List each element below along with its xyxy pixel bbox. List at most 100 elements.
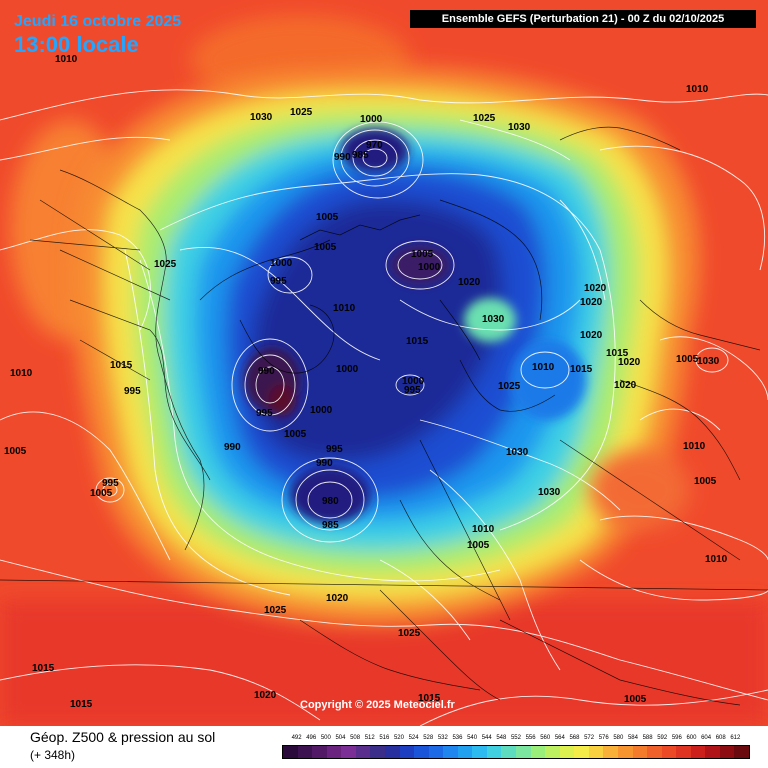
pressure-label: 995 (404, 385, 421, 396)
pressure-label: 1010 (10, 368, 33, 379)
pressure-label: 1005 (90, 488, 113, 499)
scale-swatch (617, 746, 633, 758)
pressure-label: 995 (124, 386, 141, 397)
pressure-label: 1005 (694, 476, 717, 487)
pressure-label: 1010 (683, 441, 706, 452)
pressure-label: 990 (334, 152, 351, 163)
pressure-label: 995 (270, 276, 287, 287)
pressure-label: 1010 (532, 362, 555, 373)
z500-fill (71, 67, 700, 627)
pressure-label: 1015 (606, 348, 629, 359)
pressure-label: 1020 (326, 593, 349, 604)
pressure-label: 1025 (473, 113, 496, 124)
scale-label: 612 (730, 735, 741, 741)
scale-label: 532 (437, 735, 448, 741)
scale-label: 504 (335, 735, 346, 741)
pressure-label: 1025 (498, 381, 521, 392)
scale-swatch (297, 746, 313, 758)
pressure-label: 1020 (580, 297, 603, 308)
pressure-label: 1010 (686, 84, 709, 95)
scale-label: 552 (510, 735, 521, 741)
color-scale-bar (282, 745, 750, 759)
trough-north-core (341, 128, 409, 172)
pressure-label: 995 (326, 444, 343, 455)
scale-label: 556 (525, 735, 536, 741)
pressure-label: 1005 (624, 694, 647, 705)
pressure-label: 995 (256, 408, 273, 419)
pressure-label: 1010 (55, 54, 78, 65)
pressure-label: 1005 (314, 242, 337, 253)
scale-swatch (530, 746, 546, 758)
pressure-label: 1015 (32, 663, 55, 674)
scale-label: 492 (291, 735, 302, 741)
pressure-label: 1030 (506, 447, 529, 458)
siberia-patch (590, 450, 690, 530)
pressure-label: 1010 (705, 554, 728, 565)
pressure-label: 1030 (482, 314, 505, 325)
geopotential-map: 1010 1030 1025 1000 970 990 985 1025 103… (0, 0, 768, 726)
pressure-label: 1020 (584, 283, 607, 294)
scale-label: 540 (467, 735, 478, 741)
pressure-label: 1020 (618, 357, 641, 368)
pressure-label: 1030 (538, 487, 561, 498)
pressure-label: 1020 (254, 690, 277, 701)
pressure-label: 1005 (411, 249, 434, 260)
scale-label: 500 (320, 735, 331, 741)
scale-swatch (355, 746, 371, 758)
pressure-label: 995 (102, 478, 119, 489)
scale-label: 572 (584, 735, 595, 741)
scale-swatch (341, 746, 356, 758)
trough-south (290, 467, 370, 523)
scale-swatch (734, 746, 749, 758)
pressure-label: 1020 (614, 380, 637, 391)
scale-swatch (603, 746, 618, 758)
scale-label: 528 (423, 735, 434, 741)
pressure-label: 1010 (472, 524, 495, 535)
pressure-label: 990 (224, 442, 241, 453)
scale-label: 584 (627, 735, 638, 741)
scale-swatch (516, 746, 531, 758)
color-scale-labels: 492 496 500 504 508 512 516 520 524 528 532 536 540 5… (282, 735, 750, 745)
scale-label: 600 (686, 735, 697, 741)
scale-swatch (676, 746, 691, 758)
copyright-notice: Copyright © 2025 Meteociel.fr (300, 699, 455, 711)
scale-label: 508 (350, 735, 361, 741)
isobars (0, 89, 768, 726)
pressure-label: 1000 (270, 258, 293, 269)
scale-swatch (501, 746, 516, 758)
scale-label: 496 (306, 735, 317, 741)
scale-label: 580 (613, 735, 624, 741)
scale-label: 560 (540, 735, 551, 741)
pressure-label: 1000 (360, 114, 383, 125)
scale-swatch (457, 746, 473, 758)
pressure-label: 1030 (250, 112, 273, 123)
pressure-label: 1005 (316, 212, 339, 223)
scale-label: 544 (481, 735, 492, 741)
scale-swatch (326, 746, 342, 758)
pressure-label: 1020 (458, 277, 481, 288)
map-footer: Géop. Z500 & pression au sol (+ 348h) 49… (0, 726, 768, 768)
pressure-label: 1025 (398, 628, 421, 639)
scale-label: 564 (554, 735, 565, 741)
scale-swatch (443, 746, 458, 758)
pressure-label: 1005 (467, 540, 490, 551)
scale-swatch (486, 746, 502, 758)
pressure-label: 1030 (697, 356, 720, 367)
trough-west-inner (268, 384, 296, 416)
pressure-label: 985 (352, 150, 369, 161)
pressure-label: 1025 (154, 259, 177, 270)
scale-label: 548 (496, 735, 507, 741)
coastlines (0, 126, 768, 706)
pressure-label: 1015 (570, 364, 593, 375)
scale-label: 568 (569, 735, 580, 741)
scale-swatch (661, 746, 677, 758)
pressure-label: 990 (316, 458, 333, 469)
pressure-label: 1005 (284, 429, 307, 440)
scale-label: 592 (657, 735, 668, 741)
pressure-label: 1015 (70, 699, 93, 710)
scale-swatch (632, 746, 648, 758)
pressure-label: 1000 (336, 364, 359, 375)
pressure-labels: 1010 1030 1025 1000 970 990 985 1025 103… (4, 54, 728, 710)
pressure-label: 1000 (310, 405, 333, 416)
